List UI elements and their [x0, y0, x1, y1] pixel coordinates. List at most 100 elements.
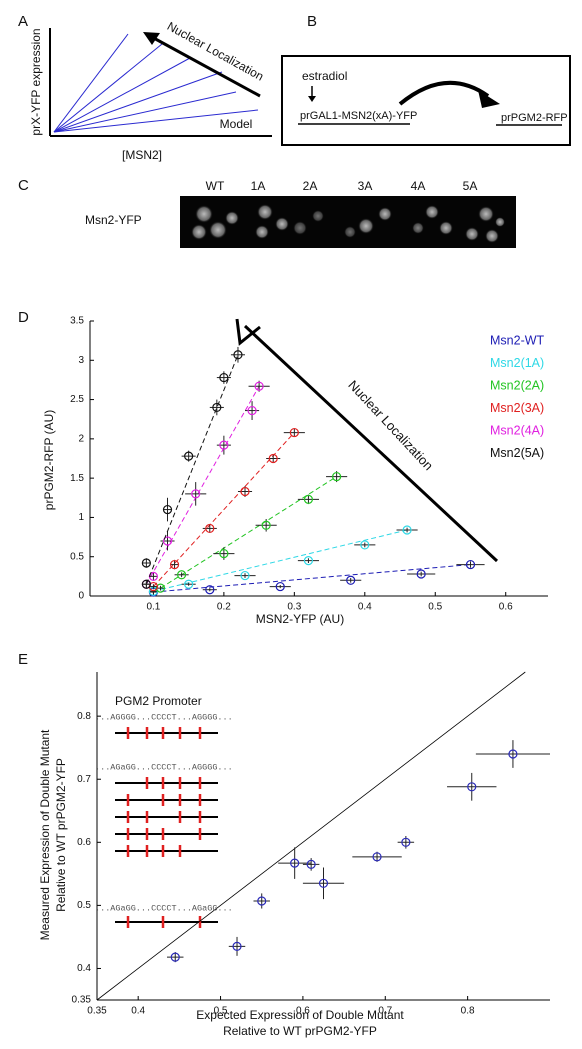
legend-entry: Msn2(2A) — [490, 378, 544, 392]
point — [401, 837, 411, 847]
identity-line — [96, 671, 526, 1001]
y-tick-label: 0.5 — [70, 551, 84, 562]
arrow-head — [308, 96, 316, 102]
arrow — [243, 324, 499, 563]
point — [416, 569, 426, 579]
y-axis-label: Relative to WT prPGM2-YFP — [54, 758, 68, 912]
point — [372, 852, 382, 862]
column-label: 2A — [303, 179, 318, 193]
point — [219, 372, 229, 383]
x-axis-label: Relative to WT prPGM2-YFP — [223, 1024, 377, 1038]
point — [508, 749, 518, 759]
y-axis-label: prPGM2-RFP (AU) — [42, 410, 56, 510]
y-tick-label: 1.5 — [70, 473, 84, 484]
sequence: ...AGaGG...CCCCT...AGaGG... — [95, 903, 233, 913]
column-label: WT — [206, 179, 225, 193]
y-tick-label: 0.8 — [77, 711, 91, 722]
y-tick-label: 2 — [78, 433, 84, 444]
y-tick-label: 0.35 — [72, 995, 92, 1006]
point — [275, 581, 285, 592]
column-label: 5A — [463, 179, 478, 193]
x-axis-label: [MSN2] — [122, 148, 162, 162]
arrow-head — [143, 32, 160, 45]
arrow — [398, 80, 490, 106]
sequence: ...AGGGG...CCCCT...AGGGG... — [95, 712, 233, 722]
cells — [191, 204, 505, 243]
point — [346, 575, 356, 585]
inset-title: PGM2 Promoter — [115, 694, 202, 708]
point — [303, 494, 314, 504]
point — [318, 878, 329, 888]
point — [141, 558, 151, 568]
box — [281, 55, 571, 146]
point — [402, 525, 412, 535]
arrow-head — [478, 90, 500, 108]
column-label: 3A — [358, 179, 373, 193]
column-label: 4A — [411, 179, 426, 193]
fit-line — [145, 385, 260, 585]
point — [219, 440, 229, 450]
y-tick-label: 1 — [78, 512, 84, 523]
x-tick-label: 0.1 — [146, 602, 160, 613]
x-tick-label: 0.2 — [217, 602, 231, 613]
x-tick-label: 0.3 — [287, 602, 301, 613]
x-axis-label: Expected Expression of Double Mutant — [196, 1008, 404, 1022]
legend-entry: Msn2(4A) — [490, 423, 544, 437]
x-tick-label: 0.35 — [87, 1006, 107, 1017]
x-tick-label: 0.5 — [428, 602, 442, 613]
model-lines — [53, 33, 259, 133]
x-tick-label: 0.7 — [378, 1006, 392, 1017]
x-axis-label: MSN2-YFP (AU) — [256, 612, 344, 626]
point — [184, 579, 194, 589]
x-tick-label: 0.6 — [296, 1006, 310, 1017]
x-tick-label: 0.4 — [358, 602, 372, 613]
point — [170, 952, 180, 962]
inducer: estradiol — [302, 69, 347, 83]
panel-label: A — [18, 13, 28, 30]
point — [465, 559, 476, 570]
sequence: ...AGaGG...CCCCT...AGGGG... — [95, 762, 233, 772]
point — [261, 520, 271, 530]
point — [289, 427, 299, 438]
panel-label: B — [307, 13, 317, 30]
point — [141, 579, 151, 589]
point — [303, 556, 314, 566]
legend-entry: Msn2-WT — [490, 333, 545, 347]
point — [162, 536, 173, 546]
x-tick-label: 0.8 — [461, 1006, 475, 1017]
panel-label: D — [18, 309, 29, 326]
point — [184, 451, 194, 461]
y-tick-label: 0.5 — [77, 900, 91, 911]
x-tick-label: 0.5 — [214, 1006, 228, 1017]
column-label: 1A — [251, 179, 266, 193]
point — [240, 570, 250, 581]
legend-entry: Msn2(3A) — [490, 401, 544, 415]
point — [162, 504, 173, 515]
point — [212, 402, 222, 413]
y-axis-label: Measured Expression of Double Mutant — [38, 729, 52, 940]
arrow-head — [235, 318, 261, 346]
point — [254, 381, 264, 391]
fit-line — [145, 354, 239, 585]
y-tick-label: 0.7 — [77, 774, 91, 785]
y-tick-label: 3 — [78, 355, 84, 366]
point — [240, 486, 250, 497]
point — [169, 559, 180, 570]
point — [155, 583, 166, 593]
y-tick-label: 2.5 — [70, 394, 84, 405]
point — [332, 471, 342, 482]
point — [268, 453, 278, 464]
fit-line — [160, 476, 337, 589]
point — [177, 570, 187, 580]
point — [360, 540, 370, 550]
point — [247, 405, 257, 416]
fit-line — [153, 529, 408, 592]
x-tick-label: 0.4 — [131, 1006, 145, 1017]
panel-label: C — [18, 177, 29, 194]
y-tick-label: 0.4 — [77, 963, 91, 974]
fit-line — [153, 564, 471, 593]
legend-entry: Msn2(5A) — [490, 446, 544, 460]
point — [290, 858, 300, 868]
reporter: prPGM2-RFP — [501, 112, 568, 124]
